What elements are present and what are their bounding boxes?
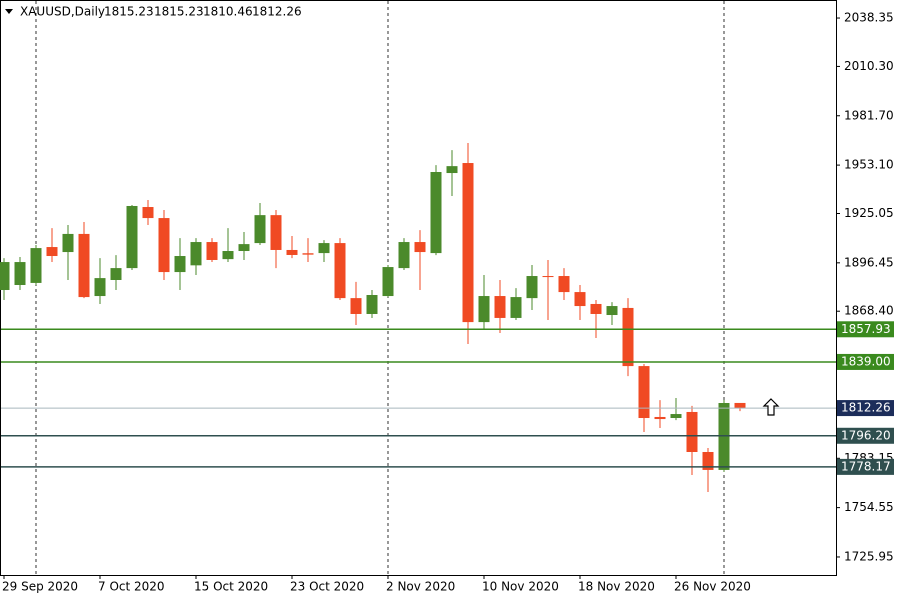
arrow-icon — [762, 398, 780, 416]
x-tick-label: 7 Oct 2020 — [98, 580, 165, 594]
candle-body — [478, 296, 490, 323]
ohlc-open: 1815.23 — [104, 5, 154, 19]
candle-body — [558, 276, 570, 293]
current-price-bg — [837, 400, 894, 417]
candle-body — [494, 296, 506, 318]
y-tick-label: 1896.45 — [844, 255, 894, 269]
candle-body — [158, 218, 170, 273]
candle-body — [686, 411, 698, 452]
candle-body — [462, 163, 474, 323]
y-tick-label: 1981.70 — [844, 108, 894, 122]
candle-body — [254, 215, 266, 244]
candle-body — [238, 244, 250, 252]
candle-body — [574, 292, 586, 307]
plot-frame — [0, 0, 837, 576]
ohlc-high: 1815.23 — [154, 5, 204, 19]
candle-body — [62, 233, 74, 253]
ohlc-low: 1810.46 — [203, 5, 253, 19]
x-tick-label: 15 Oct 2020 — [194, 580, 268, 594]
candle-body — [126, 205, 138, 269]
candle-body — [526, 276, 538, 299]
candle-body — [382, 267, 394, 297]
menu-arrow[interactable] — [5, 9, 13, 14]
candle-body — [734, 402, 746, 409]
y-tick-label: 1925.05 — [844, 206, 894, 220]
candle-body — [622, 307, 634, 367]
x-tick-label: 29 Sep 2020 — [2, 580, 78, 594]
candle-body — [654, 416, 666, 420]
candle-body — [414, 242, 426, 253]
candle-body — [606, 306, 618, 316]
candle-body — [286, 249, 298, 255]
candle-body — [510, 297, 522, 318]
candle-body — [46, 247, 58, 257]
overlay-layer: 1857.93 1839.00 1796.20 1778.17 1812.26 — [1, 321, 894, 475]
level-label: 1839.00 — [841, 354, 891, 368]
candle-body — [318, 243, 330, 254]
candle-body — [350, 298, 362, 314]
y-tick-label: 1725.95 — [844, 549, 894, 563]
y-tick-label: 2038.35 — [844, 11, 894, 25]
candle-body — [334, 243, 346, 299]
level-label: 1778.17 — [841, 459, 891, 473]
candle-body — [14, 262, 26, 285]
candle-body — [702, 451, 714, 470]
candle-body — [302, 253, 314, 255]
candle-body — [590, 303, 602, 314]
x-tick-label: 2 Nov 2020 — [386, 580, 455, 594]
candle-body — [190, 242, 202, 266]
level-label-bg — [837, 321, 894, 338]
candle-body — [638, 366, 650, 419]
level-label-bg — [837, 458, 894, 475]
candle-body — [398, 242, 410, 269]
candle-body — [78, 233, 90, 298]
y-tick-label: 1868.40 — [844, 304, 894, 318]
candle-body — [366, 295, 378, 314]
candles-layer — [0, 143, 746, 493]
y-tick-label: 2010.30 — [844, 59, 894, 73]
level-label-bg — [837, 427, 894, 444]
candle-body — [110, 268, 122, 280]
y-tick-label: 1754.55 — [844, 500, 894, 514]
current-price-label: 1812.26 — [841, 401, 891, 415]
ohlc-close: 1812.26 — [252, 5, 302, 19]
candle-body — [0, 262, 10, 291]
candle-body — [430, 171, 442, 254]
candle-body — [174, 256, 186, 273]
candle-body — [30, 248, 42, 283]
y-tick-label: 1953.10 — [844, 158, 894, 172]
candle-body — [222, 251, 234, 260]
level-label: 1857.93 — [841, 322, 891, 336]
candle-body — [670, 414, 682, 419]
x-tick-label: 23 Oct 2020 — [290, 580, 364, 594]
candle-body — [142, 207, 154, 219]
x-tick-label: 26 Nov 2020 — [674, 580, 751, 594]
grid-layer: 1725.951754.551783.151868.401896.451925.… — [2, 1, 894, 594]
level-label-bg — [837, 353, 894, 370]
candle-body — [94, 278, 106, 297]
candle-body — [270, 215, 282, 250]
candle-body — [446, 166, 458, 174]
x-tick-label: 10 Nov 2020 — [482, 580, 559, 594]
level-label: 1796.20 — [841, 428, 891, 442]
candle-body — [542, 276, 554, 278]
symbol-label: XAUUSD,Daily — [20, 5, 105, 19]
x-tick-label: 18 Nov 2020 — [578, 580, 655, 594]
candle-body — [206, 242, 218, 260]
